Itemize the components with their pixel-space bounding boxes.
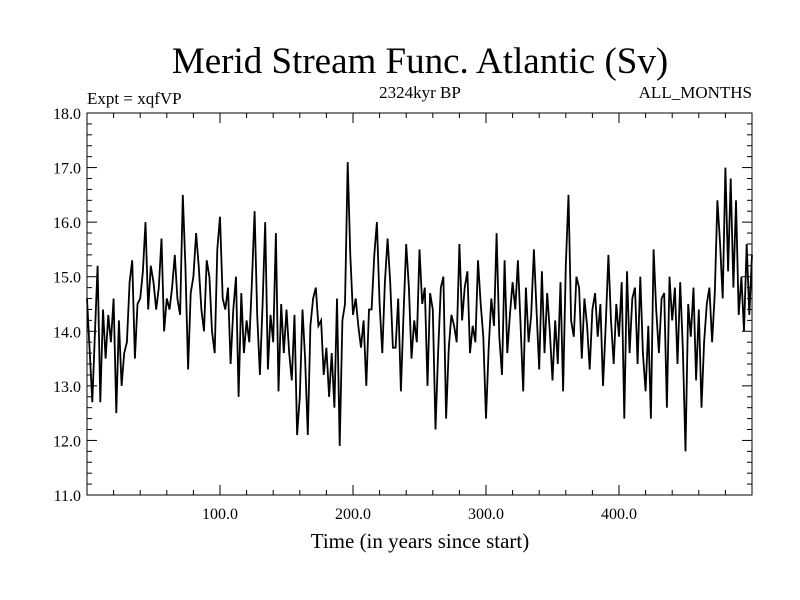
x-axis-label: Time (in years since start) bbox=[311, 529, 530, 553]
x-tick-label: 100.0 bbox=[202, 506, 238, 523]
series-line bbox=[86, 162, 753, 452]
chart-title: Merid Stream Func. Atlantic (Sv) bbox=[172, 41, 668, 82]
y-tick-label: 11.0 bbox=[54, 488, 81, 505]
y-tick-label: 12.0 bbox=[53, 433, 81, 450]
months-label: ALL_MONTHS bbox=[639, 83, 752, 102]
y-tick-label: 17.0 bbox=[53, 161, 81, 178]
y-tick-label: 15.0 bbox=[53, 270, 81, 287]
period-label: 2324kyr BP bbox=[379, 83, 461, 102]
series-layer bbox=[86, 162, 753, 452]
y-tick-label: 16.0 bbox=[53, 215, 81, 232]
x-tick-label: 300.0 bbox=[468, 506, 504, 523]
y-tick-label: 18.0 bbox=[53, 106, 81, 123]
experiment-label: Expt = xqfVP bbox=[87, 89, 182, 108]
x-tick-label: 400.0 bbox=[601, 506, 637, 523]
y-tick-label: 13.0 bbox=[53, 379, 81, 396]
x-tick-label: 200.0 bbox=[335, 506, 371, 523]
axis-ticks: 100.0 200.0 300.0 400.0 11.0 12.0 13.0 14.0 15.0… bbox=[53, 106, 752, 523]
y-tick-label: 14.0 bbox=[53, 324, 81, 341]
